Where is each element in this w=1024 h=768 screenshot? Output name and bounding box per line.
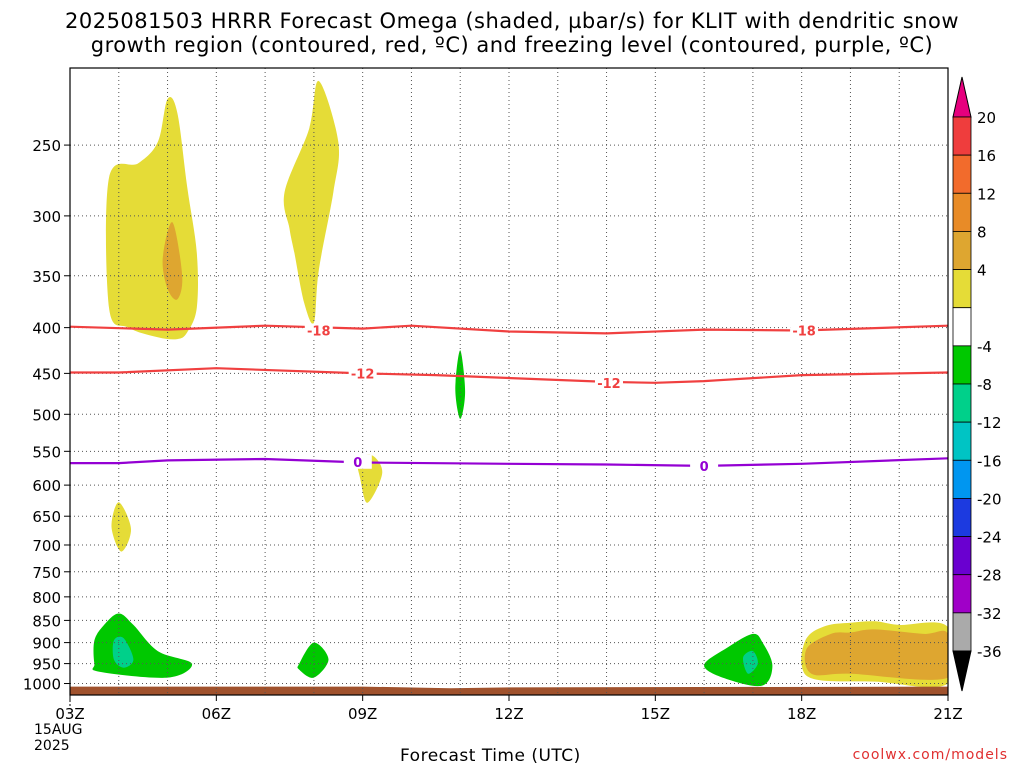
colorbar-label: 20 bbox=[977, 109, 996, 127]
colorbar-segment bbox=[952, 269, 972, 309]
y-tick-label: 700 bbox=[32, 537, 61, 555]
colorbar-label: 16 bbox=[977, 147, 996, 165]
colorbar-label: -8 bbox=[977, 376, 992, 394]
colorbar-segment bbox=[952, 345, 972, 385]
colorbar-label: -20 bbox=[977, 490, 1002, 508]
y-tick-label: 400 bbox=[32, 320, 61, 338]
y-tick-label: 500 bbox=[32, 406, 61, 424]
colorbar-segment bbox=[952, 154, 972, 194]
contour-line bbox=[70, 367, 948, 384]
x-tick-label: 12Z bbox=[494, 705, 523, 723]
contour-label: -18 bbox=[307, 325, 331, 340]
y-tick-label: 850 bbox=[32, 612, 61, 630]
colorbar-label: -16 bbox=[977, 452, 1002, 470]
y-tick-label: 900 bbox=[32, 635, 61, 653]
x-tick-label: 09Z bbox=[348, 705, 377, 723]
x-tick-label: 06Z bbox=[202, 705, 231, 723]
colorbar-label: -32 bbox=[977, 605, 1002, 623]
colorbar-label: -12 bbox=[977, 414, 1002, 432]
contour-label: 0 bbox=[700, 460, 709, 475]
y-tick-label: 650 bbox=[32, 508, 61, 526]
colorbar-segment bbox=[952, 459, 972, 499]
contour-line bbox=[70, 324, 948, 335]
y-tick-label: 550 bbox=[32, 443, 61, 461]
credit-link[interactable]: coolwx.com/models bbox=[852, 747, 1008, 763]
y-tick-label: 800 bbox=[32, 589, 61, 607]
x-axis-title: Forecast Time (UTC) bbox=[400, 746, 581, 766]
chart-title-line-1: 2025081503 HRRR Forecast Omega (shaded, … bbox=[64, 9, 960, 33]
x-tick-label: 18Z bbox=[787, 705, 816, 723]
colorbar-label: -4 bbox=[977, 338, 992, 356]
omega-shaded-region bbox=[804, 629, 948, 680]
colorbar-segment bbox=[952, 421, 972, 461]
y-tick-label: 450 bbox=[32, 365, 61, 383]
colorbar-segment bbox=[952, 307, 972, 347]
omega-shaded-region bbox=[297, 642, 329, 678]
colorbar-segment bbox=[952, 498, 972, 537]
omega-shaded-region bbox=[111, 502, 132, 552]
colorbar-label: 4 bbox=[977, 262, 987, 280]
colorbar: 20 16 12 8 4 -4 -8 -12 -16 -20 -24 -28 -32 -36 bbox=[952, 76, 1002, 692]
x-tick-label: 03Z bbox=[55, 705, 84, 723]
colorbar-label: 8 bbox=[977, 223, 987, 241]
contour-label-bg bbox=[594, 375, 623, 390]
omega-shaded-region bbox=[704, 633, 773, 687]
colorbar-segment bbox=[952, 383, 972, 423]
colorbar-top-arrow bbox=[952, 76, 972, 118]
colorbar-label: -24 bbox=[977, 529, 1002, 547]
contour-label-bg bbox=[790, 323, 819, 338]
plot-inner: -18 -18 -12 -12 0 0 bbox=[70, 68, 948, 695]
colorbar-segment bbox=[952, 231, 972, 270]
x-tick-label: 15Z bbox=[641, 705, 670, 723]
y-tick-label: 350 bbox=[32, 268, 61, 286]
omega-shaded-region bbox=[283, 80, 340, 324]
contour-label: -12 bbox=[597, 377, 621, 392]
colorbar-label: -28 bbox=[977, 567, 1002, 585]
terrain-fill bbox=[70, 686, 948, 695]
omega-shaded-region bbox=[112, 636, 134, 668]
contour-label-bg bbox=[304, 323, 333, 338]
y-tick-label: 250 bbox=[32, 137, 61, 155]
start-date-year: 2025 bbox=[34, 738, 70, 754]
contour-label-bg bbox=[348, 366, 377, 381]
contour-label-bg bbox=[343, 454, 372, 469]
colorbar-bottom-arrow bbox=[952, 650, 972, 692]
contour-label-bg bbox=[690, 458, 719, 473]
x-tick-label: 21Z bbox=[933, 705, 962, 723]
contour-label: 0 bbox=[353, 456, 362, 471]
y-tick-label: 300 bbox=[32, 208, 61, 226]
y-tick-label: 1000 bbox=[23, 676, 61, 694]
plot-area: -18 -18 -12 -12 0 0 250 300 350 400 450 500 550 600 65… bbox=[23, 67, 963, 723]
colorbar-segment bbox=[952, 192, 972, 232]
start-date-label: 15AUG 2025 bbox=[34, 722, 83, 754]
colorbar-segment bbox=[952, 116, 972, 156]
y-tick-label: 950 bbox=[32, 656, 61, 674]
colorbar-segment bbox=[952, 574, 972, 614]
contour-label: -18 bbox=[792, 325, 816, 340]
colorbar-label: -36 bbox=[977, 643, 1002, 661]
chart-title-line-2: growth region (contoured, red, ºC) and f… bbox=[90, 33, 934, 57]
omega-shaded-region bbox=[105, 96, 198, 340]
y-tick-label: 600 bbox=[32, 477, 61, 495]
omega-shaded-region bbox=[92, 613, 193, 678]
start-date-month-day: 15AUG bbox=[34, 722, 83, 738]
colorbar-segment bbox=[952, 536, 972, 576]
colorbar-segment bbox=[952, 612, 972, 652]
contour-label: -12 bbox=[351, 367, 375, 382]
omega-shaded-region bbox=[742, 650, 758, 674]
y-tick-label: 750 bbox=[32, 564, 61, 582]
contour-line bbox=[70, 457, 948, 468]
colorbar-label: 12 bbox=[977, 185, 996, 203]
